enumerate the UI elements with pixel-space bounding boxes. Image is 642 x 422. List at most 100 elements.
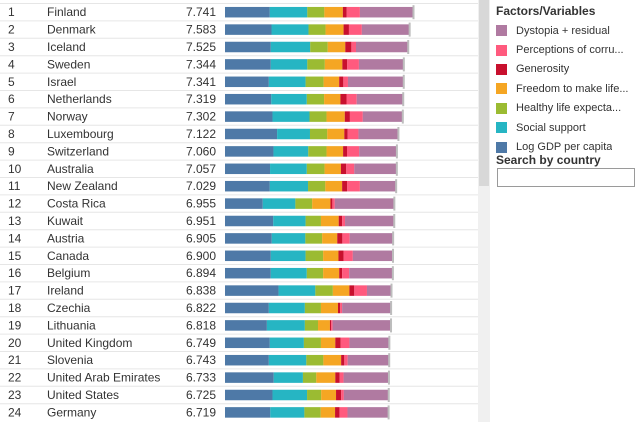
bar-segment[interactable] [340,93,347,105]
country-label[interactable]: Lithuania [47,318,96,332]
bar-segment[interactable] [268,76,306,88]
bar-segment[interactable] [269,337,304,349]
bar-segment[interactable] [306,163,325,175]
bar-segment[interactable] [225,233,272,244]
bar-segment[interactable] [304,302,321,314]
bar-segment[interactable] [354,163,397,175]
legend-item[interactable]: Log GDP per capita [496,137,638,156]
bar-segment[interactable] [309,128,328,140]
bar-segment[interactable] [302,372,317,383]
bar-segment[interactable] [339,267,343,279]
bar-segment[interactable] [342,233,350,244]
bar-segment[interactable] [270,59,308,70]
bar-segment[interactable] [343,250,353,262]
country-label[interactable]: Norway [47,110,88,124]
bar-segment[interactable] [356,93,404,105]
bar-segment[interactable] [343,389,389,401]
bar-segment[interactable] [342,59,348,70]
bar-segment[interactable] [347,354,390,366]
bar-segment[interactable] [344,128,348,140]
bar-segment[interactable] [338,215,343,227]
bar-segment[interactable] [273,372,303,383]
bar-segment[interactable] [346,163,355,175]
bar-segment[interactable] [335,337,341,349]
country-label[interactable]: Switzerland [47,144,109,158]
bar-segment[interactable] [349,267,393,279]
bar-segment[interactable] [342,215,346,227]
bar-segment[interactable] [305,76,324,88]
bar-segment[interactable] [225,180,270,192]
bar-segment[interactable] [303,337,321,349]
legend-item[interactable]: Social support [496,118,638,137]
bar-segment[interactable] [225,285,279,296]
bar-segment[interactable] [332,198,335,209]
bar-segment[interactable] [305,233,323,244]
bar-segment[interactable] [310,41,328,53]
bar-segment[interactable] [335,372,340,383]
bar-segment[interactable] [315,285,333,296]
bar-segment[interactable] [356,41,409,53]
country-label[interactable]: Denmark [47,23,97,37]
bar-segment[interactable] [225,389,273,401]
search-input[interactable] [497,168,635,187]
bar-segment[interactable] [324,6,343,18]
bar-segment[interactable] [341,389,344,401]
bar-segment[interactable] [320,407,336,418]
legend-item[interactable]: Dystopia + residual [496,21,638,40]
bar-segment[interactable] [347,407,389,418]
bar-segment[interactable] [225,59,271,70]
bar-segment[interactable] [307,59,325,70]
bar-segment[interactable] [359,6,414,18]
country-label[interactable]: Sweden [47,57,90,71]
bar-segment[interactable] [268,302,305,314]
country-label[interactable]: Belgium [47,266,90,280]
bar-segment[interactable] [225,407,271,418]
bar-segment[interactable] [269,6,308,18]
bar-segment[interactable] [349,285,355,296]
bar-segment[interactable] [306,93,325,105]
bar-segment[interactable] [304,320,319,331]
country-label[interactable]: Israel [47,75,76,89]
bar-segment[interactable] [337,233,343,244]
bar-segment[interactable] [348,24,362,35]
bar-segment[interactable] [305,250,324,262]
bar-segment[interactable] [327,128,345,140]
legend-item[interactable]: Generosity [496,60,638,79]
bar-segment[interactable] [225,198,263,209]
bar-segment[interactable] [225,215,274,227]
bar-segment[interactable] [316,372,336,383]
bar-segment[interactable] [270,407,305,418]
bar-segment[interactable] [225,250,271,262]
bar-segment[interactable] [271,93,307,105]
bar-segment[interactable] [318,320,330,331]
country-label[interactable]: Iceland [47,40,86,54]
bar-segment[interactable] [346,6,360,18]
bar-segment[interactable] [304,407,321,418]
bar-segment[interactable] [225,320,267,331]
bar-segment[interactable] [330,198,333,209]
bar-segment[interactable] [358,59,404,70]
bar-segment[interactable] [270,41,311,53]
bar-segment[interactable] [340,163,347,175]
bar-segment[interactable] [268,354,307,366]
bar-segment[interactable] [344,111,350,122]
bar-segment[interactable] [347,59,359,70]
bar-segment[interactable] [225,337,270,349]
country-label[interactable]: Canada [47,249,89,263]
bar-segment[interactable] [262,198,296,209]
bar-segment[interactable] [269,180,309,192]
bar-segment[interactable] [295,198,313,209]
bar-segment[interactable] [305,215,321,227]
bar-segment[interactable] [308,180,326,192]
bar-segment[interactable] [342,302,392,314]
bar-segment[interactable] [331,320,333,331]
bar-segment[interactable] [278,285,316,296]
bar-segment[interactable] [320,302,338,314]
bar-segment[interactable] [323,250,339,262]
country-label[interactable]: New Zealand [47,179,118,193]
country-label[interactable]: Costa Rica [47,197,106,211]
bar-segment[interactable] [277,128,310,140]
bar-segment[interactable] [343,76,348,88]
bar-segment[interactable] [345,41,352,53]
bar-segment[interactable] [352,250,393,262]
